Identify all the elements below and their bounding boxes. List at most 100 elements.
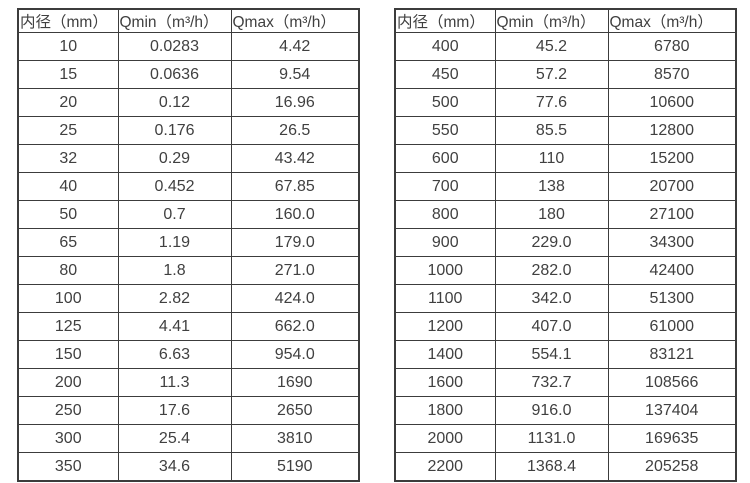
table-cell: 0.29 bbox=[117, 144, 232, 173]
table-cell: 169635 bbox=[607, 424, 737, 453]
table-cell: 1600 bbox=[394, 368, 496, 397]
table-row: 20 0.12 16.96 bbox=[17, 88, 360, 117]
table-cell: 271.0 bbox=[230, 256, 360, 285]
table-row: 125 4.41 662.0 bbox=[17, 312, 360, 341]
table-row: 350 34.6 5190 bbox=[17, 452, 360, 482]
table-cell: 8570 bbox=[607, 60, 737, 89]
table-cell: 57.2 bbox=[494, 60, 609, 89]
table-cell: 282.0 bbox=[494, 256, 609, 285]
table-row: 10 0.0283 4.42 bbox=[17, 32, 360, 61]
table-row: 1200 407.0 61000 bbox=[394, 312, 737, 341]
table-cell: 42400 bbox=[607, 256, 737, 285]
table-cell: 61000 bbox=[607, 312, 737, 341]
table-cell: 17.6 bbox=[117, 396, 232, 425]
table-row: 50 0.7 160.0 bbox=[17, 200, 360, 229]
column-header: Qmin（m³/h） bbox=[117, 8, 232, 33]
column-header: Qmax（m³/h） bbox=[607, 8, 737, 33]
table-cell: 0.0636 bbox=[117, 60, 232, 89]
table-cell: 900 bbox=[394, 228, 496, 257]
table-cell: 0.12 bbox=[117, 88, 232, 117]
table-cell: 10600 bbox=[607, 88, 737, 117]
table-cell: 83121 bbox=[607, 340, 737, 369]
table-row: 1000 282.0 42400 bbox=[394, 256, 737, 285]
table-cell: 350 bbox=[17, 452, 119, 482]
table-row: 600 110 15200 bbox=[394, 144, 737, 173]
table-cell: 51300 bbox=[607, 284, 737, 313]
table-cell: 0.7 bbox=[117, 200, 232, 229]
table-row: 2200 1368.4 205258 bbox=[394, 452, 737, 482]
table-cell: 26.5 bbox=[230, 116, 360, 145]
table-cell: 2000 bbox=[394, 424, 496, 453]
column-header: Qmax（m³/h） bbox=[230, 8, 360, 33]
table-cell: 34.6 bbox=[117, 452, 232, 482]
table-cell: 108566 bbox=[607, 368, 737, 397]
table-row: 550 85.5 12800 bbox=[394, 116, 737, 145]
table-row: 100 2.82 424.0 bbox=[17, 284, 360, 313]
table-row: 65 1.19 179.0 bbox=[17, 228, 360, 257]
table-cell: 554.1 bbox=[494, 340, 609, 369]
table-cell: 1800 bbox=[394, 396, 496, 425]
table-row: 1400 554.1 83121 bbox=[394, 340, 737, 369]
table-cell: 15200 bbox=[607, 144, 737, 173]
table-cell: 600 bbox=[394, 144, 496, 173]
table-cell: 700 bbox=[394, 172, 496, 201]
table-row: 500 77.6 10600 bbox=[394, 88, 737, 117]
table-header-row: 内径（mm） Qmin（m³/h） Qmax（m³/h） bbox=[394, 8, 737, 33]
table-cell: 100 bbox=[17, 284, 119, 313]
table-cell: 1.19 bbox=[117, 228, 232, 257]
table-cell: 407.0 bbox=[494, 312, 609, 341]
table-cell: 15 bbox=[17, 60, 119, 89]
table-row: 1100 342.0 51300 bbox=[394, 284, 737, 313]
table-cell: 229.0 bbox=[494, 228, 609, 257]
table-row: 400 45.2 6780 bbox=[394, 32, 737, 61]
table-cell: 10 bbox=[17, 32, 119, 61]
table-cell: 200 bbox=[17, 368, 119, 397]
table-cell: 1200 bbox=[394, 312, 496, 341]
table-cell: 1100 bbox=[394, 284, 496, 313]
table-cell: 50 bbox=[17, 200, 119, 229]
column-header: 内径（mm） bbox=[394, 8, 496, 33]
table-cell: 0.0283 bbox=[117, 32, 232, 61]
table-cell: 180 bbox=[494, 200, 609, 229]
table-row: 25 0.176 26.5 bbox=[17, 116, 360, 145]
table-row: 150 6.63 954.0 bbox=[17, 340, 360, 369]
table-row: 200 11.3 1690 bbox=[17, 368, 360, 397]
table-cell: 137404 bbox=[607, 396, 737, 425]
column-header: Qmin（m³/h） bbox=[494, 8, 609, 33]
table-cell: 800 bbox=[394, 200, 496, 229]
table-cell: 2.82 bbox=[117, 284, 232, 313]
table-cell: 125 bbox=[17, 312, 119, 341]
table-cell: 300 bbox=[17, 424, 119, 453]
table-cell: 138 bbox=[494, 172, 609, 201]
table-cell: 0.176 bbox=[117, 116, 232, 145]
table-row: 450 57.2 8570 bbox=[394, 60, 737, 89]
table-cell: 150 bbox=[17, 340, 119, 369]
table-cell: 65 bbox=[17, 228, 119, 257]
table-cell: 27100 bbox=[607, 200, 737, 229]
table-cell: 25.4 bbox=[117, 424, 232, 453]
flow-table-small-diameters: 内径（mm） Qmin（m³/h） Qmax（m³/h） 10 0.0283 4.42 1… bbox=[17, 8, 360, 482]
table-cell: 11.3 bbox=[117, 368, 232, 397]
table-cell: 6.63 bbox=[117, 340, 232, 369]
table-cell: 110 bbox=[494, 144, 609, 173]
table-cell: 954.0 bbox=[230, 340, 360, 369]
table-row: 80 1.8 271.0 bbox=[17, 256, 360, 285]
table-row: 300 25.4 3810 bbox=[17, 424, 360, 453]
table-cell: 1400 bbox=[394, 340, 496, 369]
table-cell: 424.0 bbox=[230, 284, 360, 313]
table-cell: 12800 bbox=[607, 116, 737, 145]
table-cell: 6780 bbox=[607, 32, 737, 61]
table-cell: 1.8 bbox=[117, 256, 232, 285]
table-row: 250 17.6 2650 bbox=[17, 396, 360, 425]
table-cell: 250 bbox=[17, 396, 119, 425]
table-cell: 5190 bbox=[230, 452, 360, 482]
table-cell: 77.6 bbox=[494, 88, 609, 117]
table-cell: 3810 bbox=[230, 424, 360, 453]
table-cell: 179.0 bbox=[230, 228, 360, 257]
table-cell: 2200 bbox=[394, 452, 496, 482]
table-row: 800 180 27100 bbox=[394, 200, 737, 229]
table-cell: 342.0 bbox=[494, 284, 609, 313]
table-cell: 1368.4 bbox=[494, 452, 609, 482]
table-row: 1600 732.7 108566 bbox=[394, 368, 737, 397]
